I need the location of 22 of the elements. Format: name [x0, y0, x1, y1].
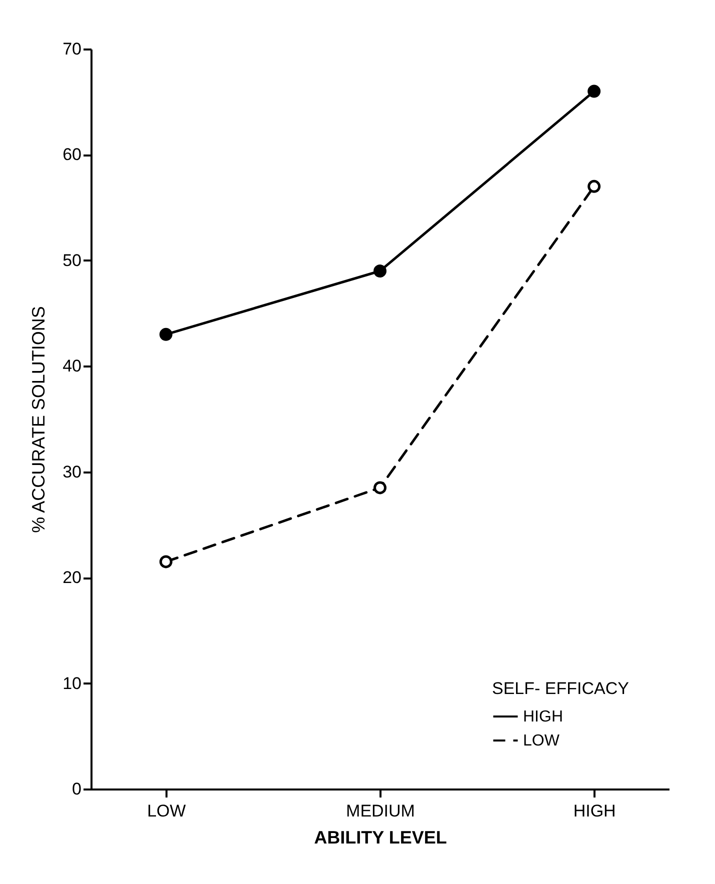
- point: [588, 180, 601, 193]
- point: [588, 84, 601, 98]
- legend-label: HIGH: [523, 708, 563, 726]
- x-tick-label: HIGH: [573, 802, 616, 820]
- legend-title: SELF- EFFICACY: [492, 679, 629, 698]
- y-tick-label: 60: [62, 145, 82, 164]
- x-tick-label: MEDIUM: [346, 802, 415, 820]
- y-axis-title: % ACCURATE SOLUTIONS: [28, 306, 49, 533]
- y-tick-label: 40: [62, 356, 82, 376]
- point: [374, 264, 386, 278]
- y-tick-label: 0: [72, 780, 82, 798]
- y-tick-label: 70: [62, 40, 82, 58]
- point: [159, 328, 172, 341]
- point: [159, 555, 172, 568]
- y-tick-label: 20: [62, 568, 82, 588]
- y-tick-label: 50: [62, 250, 82, 270]
- y-tick-label: 30: [62, 462, 82, 482]
- y-tick-label: 10: [62, 674, 82, 693]
- legend-label: LOW: [523, 732, 560, 750]
- point: [374, 481, 386, 494]
- x-tick-label: LOW: [147, 802, 186, 820]
- x-axis-title: ABILITY LEVEL: [314, 828, 447, 848]
